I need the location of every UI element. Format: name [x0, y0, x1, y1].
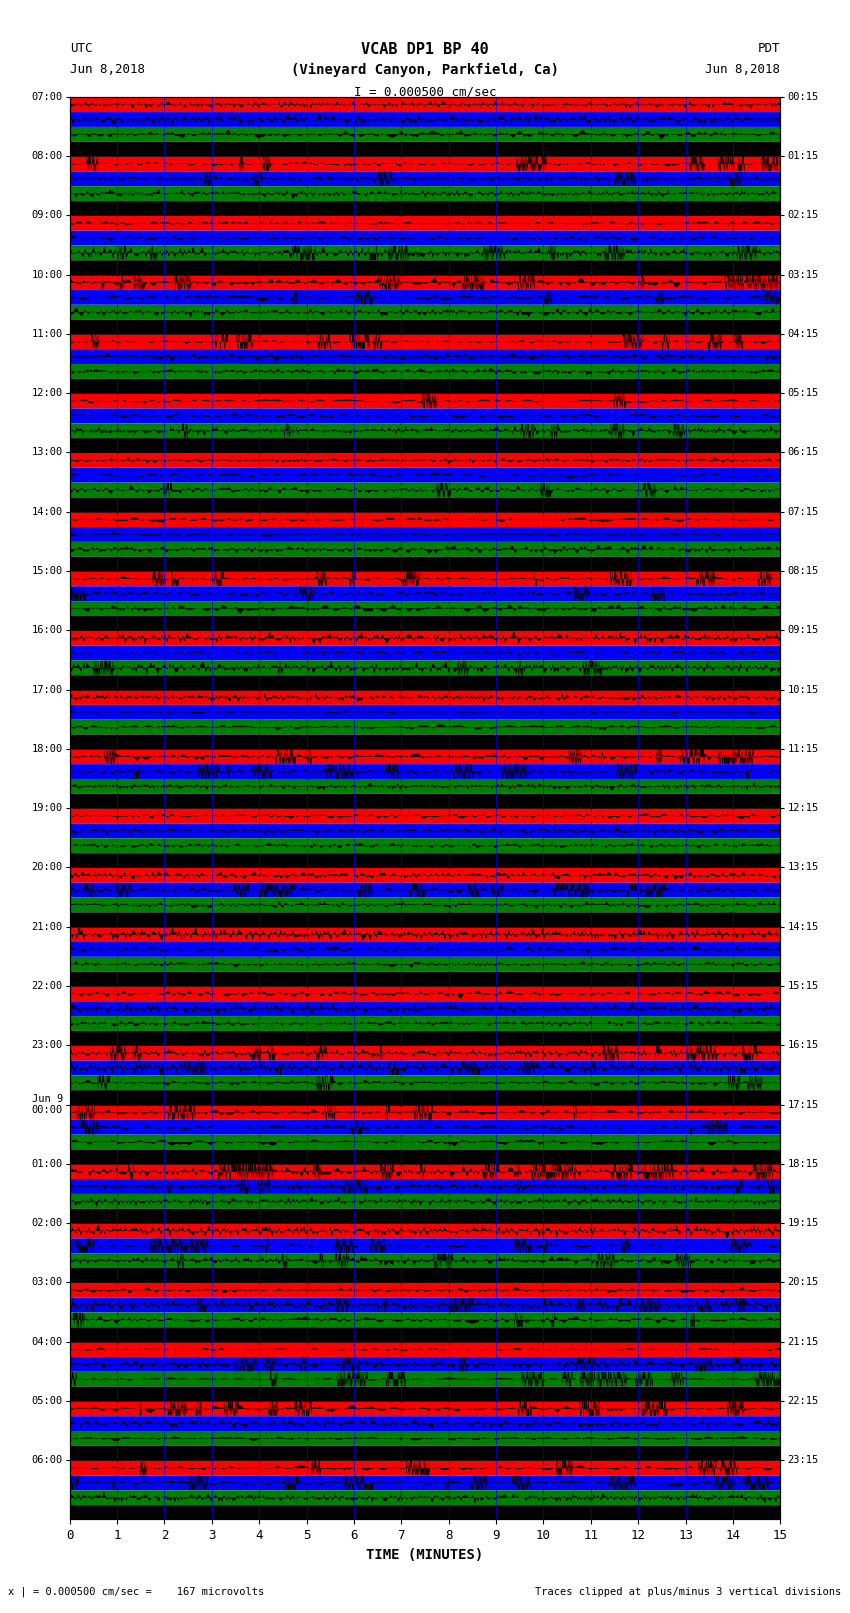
Text: VCAB DP1 BP 40: VCAB DP1 BP 40	[361, 42, 489, 56]
Text: Jun 8,2018: Jun 8,2018	[706, 63, 780, 76]
X-axis label: TIME (MINUTES): TIME (MINUTES)	[366, 1548, 484, 1561]
Text: UTC: UTC	[70, 42, 92, 55]
Text: I = 0.000500 cm/sec: I = 0.000500 cm/sec	[354, 85, 496, 98]
Text: Traces clipped at plus/minus 3 vertical divisions: Traces clipped at plus/minus 3 vertical …	[536, 1587, 842, 1597]
Text: (Vineyard Canyon, Parkfield, Ca): (Vineyard Canyon, Parkfield, Ca)	[291, 63, 559, 77]
Text: x | = 0.000500 cm/sec =    167 microvolts: x | = 0.000500 cm/sec = 167 microvolts	[8, 1586, 264, 1597]
Text: Jun 8,2018: Jun 8,2018	[70, 63, 144, 76]
Text: PDT: PDT	[758, 42, 780, 55]
